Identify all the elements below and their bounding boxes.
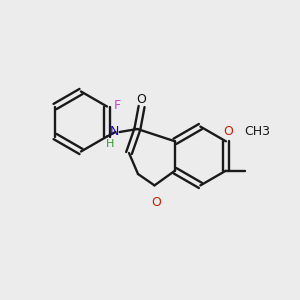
Text: O: O: [137, 93, 146, 106]
Text: F: F: [114, 99, 121, 112]
Text: O: O: [151, 196, 161, 209]
Text: O: O: [223, 125, 233, 139]
Text: CH3: CH3: [244, 125, 270, 139]
Text: H: H: [106, 139, 114, 149]
Text: N: N: [109, 125, 119, 139]
